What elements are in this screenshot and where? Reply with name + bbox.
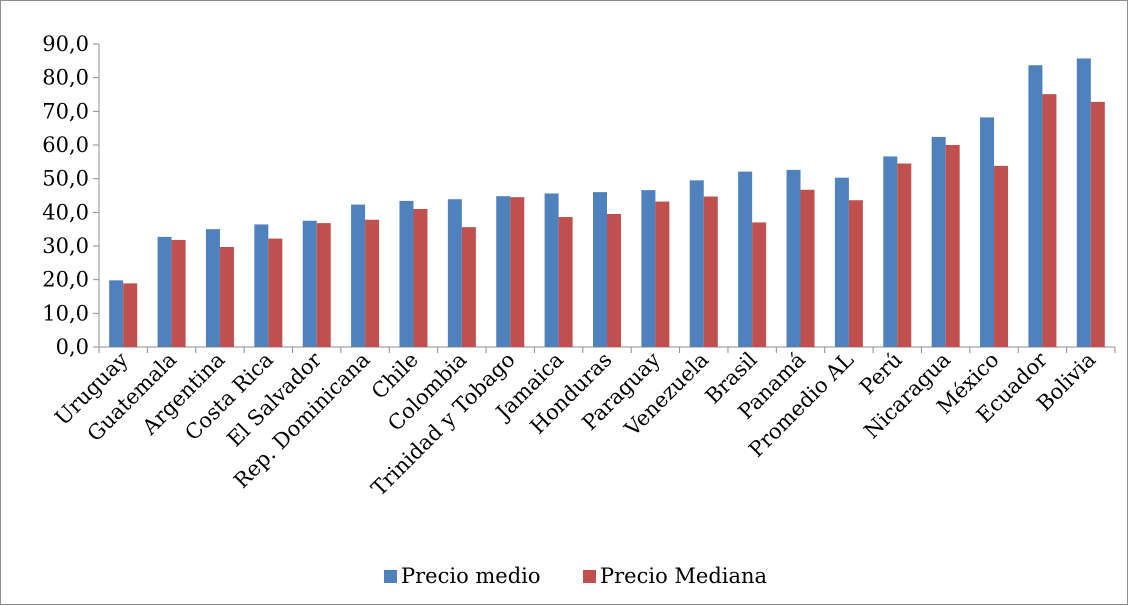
legend-swatch [583,570,596,583]
bar [738,171,753,347]
y-tick-labels: 0,0 10,0 20,0 30,0 40,0 50,0 60,0 70,0 80,0 90,0 [42,32,89,359]
bar [1042,94,1057,347]
legend-label: Precio medio [401,564,541,588]
bar [800,189,815,347]
bar [205,229,220,347]
legend: Precio medio Precio Mediana [384,564,767,588]
bar [689,180,704,347]
bar [641,190,656,347]
bar [365,219,380,347]
bar [254,224,269,347]
bar [123,283,138,347]
bar [413,208,428,347]
y-tick-label: 70,0 [42,99,89,123]
bar [834,177,849,347]
legend-swatch [384,570,397,583]
bar [219,247,234,347]
bar [848,200,863,347]
bar [268,238,283,347]
bar [316,223,331,347]
bar [447,199,462,347]
y-tick-label: 60,0 [42,133,89,157]
bar [157,236,172,347]
bar [752,222,767,347]
bar [544,193,559,347]
bar [510,197,525,347]
y-tick-label: 40,0 [42,200,89,224]
bar [171,239,186,347]
bars [109,58,1105,348]
bar [703,196,718,347]
bar [897,163,912,347]
bar [399,200,414,347]
bar [302,220,317,347]
bar [109,280,124,347]
bar [496,196,511,347]
bar [593,192,607,347]
bar [945,145,960,347]
y-tick-label: 20,0 [42,268,89,292]
y-tick-label: 10,0 [42,301,89,325]
bar [351,204,366,347]
legend-label: Precio Mediana [600,564,767,588]
bar [1028,65,1043,348]
bar [461,227,476,347]
y-tick-label: 0,0 [56,335,89,359]
bar [655,201,670,347]
bar [1076,58,1091,348]
bar [558,217,573,347]
y-tick-label: 30,0 [42,234,89,258]
bar [607,214,621,347]
bar [980,117,995,347]
bar [994,165,1009,347]
bar [786,169,801,347]
bar [931,136,946,347]
bar [1090,101,1105,347]
bar [883,156,898,347]
y-tick-label: 80,0 [42,66,89,90]
y-tick-label: 50,0 [42,167,89,191]
y-tick-label: 90,0 [42,32,89,56]
